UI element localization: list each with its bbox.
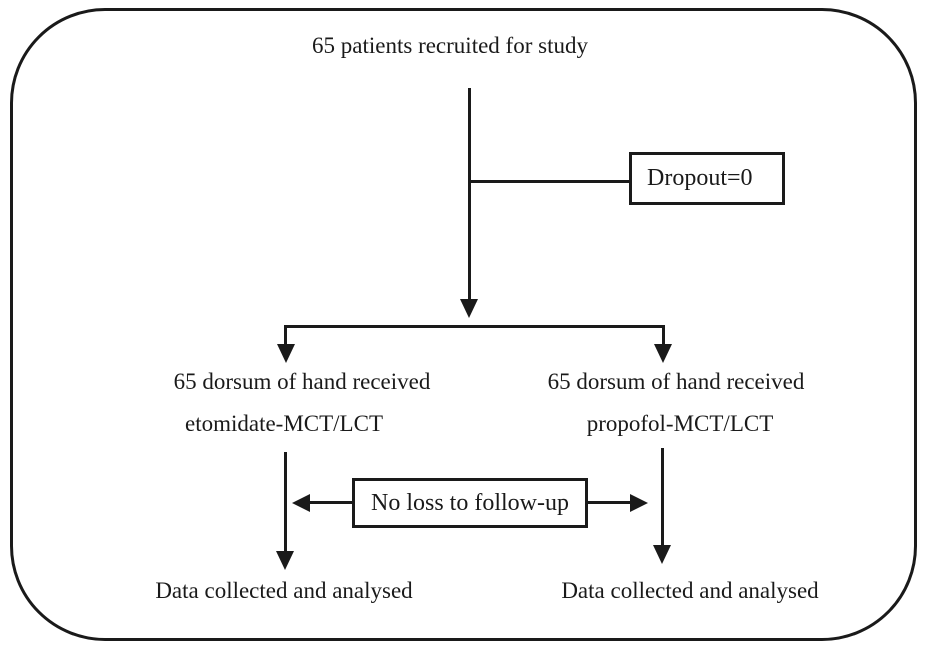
branch-left-stub (284, 325, 287, 347)
right-arm-label-line1: 65 dorsum of hand received (547, 369, 805, 394)
left-arm-label-line2: etomidate-MCT/LCT (184, 411, 383, 436)
arrowhead-down-branch-left (277, 344, 295, 363)
recruited-node-label: 65 patients recruited for study (312, 33, 588, 58)
followup-box-label: No loss to follow-up (371, 490, 569, 516)
connector-right-outcome (661, 448, 664, 547)
followup-box: No loss to follow-up (352, 478, 588, 528)
arrowhead-down-right-outcome (653, 545, 671, 564)
connector-main-vertical (468, 88, 471, 301)
right-arm-label-line2: propofol-MCT/LCT (586, 411, 774, 436)
dropout-box-label: Dropout=0 (647, 165, 753, 191)
arrowhead-down-branch-right (654, 344, 672, 363)
left-arm-label-line1: 65 dorsum of hand received (173, 369, 431, 394)
followup-left-arrow-shaft (310, 501, 352, 504)
arrowhead-down-main (460, 299, 478, 318)
right-outcome-label: Data collected and analysed (561, 578, 819, 603)
connector-left-outcome (284, 452, 287, 553)
connector-to-dropout (468, 180, 630, 183)
figure-border (10, 8, 917, 641)
followup-right-arrow-shaft (588, 501, 630, 504)
arrowhead-down-left-outcome (276, 551, 294, 570)
branch-right-stub (662, 325, 665, 347)
left-outcome-label: Data collected and analysed (155, 578, 413, 603)
dropout-box: Dropout=0 (629, 152, 785, 205)
arrowhead-right-followup (630, 494, 648, 512)
arrowhead-left-followup (292, 494, 310, 512)
branch-horizontal-bar (284, 325, 665, 328)
